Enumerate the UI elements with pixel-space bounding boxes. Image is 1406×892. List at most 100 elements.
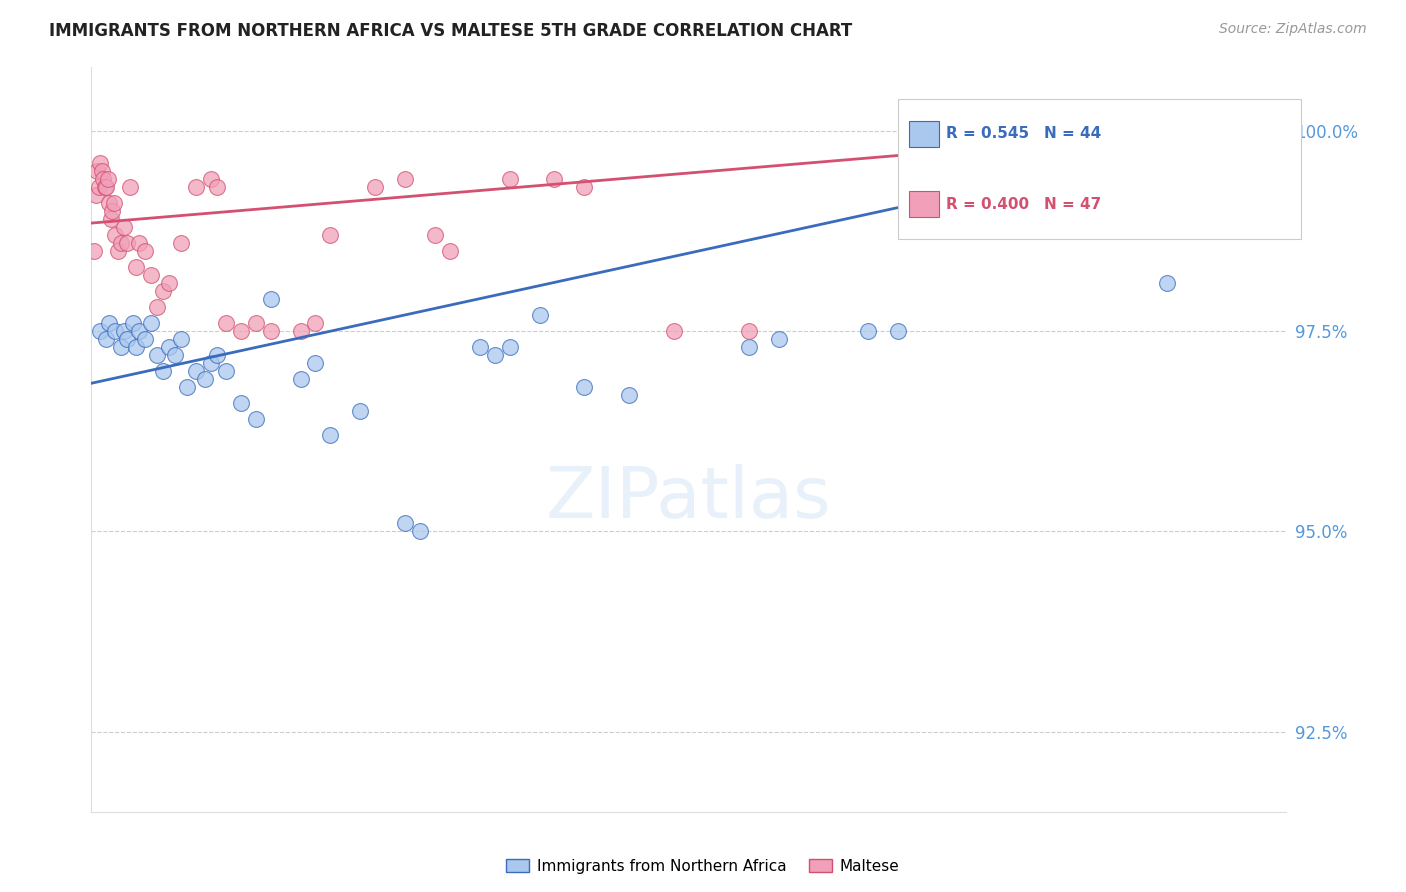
Point [319,428,342,442]
Point [157,340,180,354]
Point [134,244,156,259]
Point [97,172,120,186]
Point [229,324,252,338]
Point [364,180,387,194]
Point [141,268,162,282]
Point [245,412,267,426]
Point [574,180,596,194]
Point [120,180,142,194]
Point [101,204,124,219]
Text: N = 44: N = 44 [1045,127,1101,142]
Point [96,332,118,346]
Text: R = 0.545: R = 0.545 [946,127,1029,142]
Point [439,244,461,259]
Legend: Immigrants from Northern Africa, Maltese: Immigrants from Northern Africa, Maltese [501,853,905,880]
Point [128,324,150,338]
Point [409,524,432,539]
Point [184,364,207,378]
Bar [910,120,939,147]
Point [141,316,162,330]
Point [98,316,121,330]
Point [89,156,111,170]
Point [107,244,129,259]
Point [529,308,551,322]
Point [163,348,186,362]
Point [1260,116,1282,130]
Point [200,172,222,186]
Point [146,300,169,314]
Text: ZIPatlas: ZIPatlas [546,465,832,533]
Bar [898,99,1302,239]
Point [887,324,910,338]
Point [184,180,207,194]
Point [176,380,198,394]
Point [205,180,228,194]
Point [90,164,112,178]
Point [259,292,281,306]
Text: IMMIGRANTS FROM NORTHERN AFRICA VS MALTESE 5TH GRADE CORRELATION CHART: IMMIGRANTS FROM NORTHERN AFRICA VS MALTE… [49,22,852,40]
Point [110,340,132,354]
Point [112,220,135,235]
Point [349,404,371,418]
Point [394,516,416,531]
Point [96,180,118,194]
Point [468,340,491,354]
Point [574,380,596,394]
Point [215,364,238,378]
Point [194,372,217,386]
Point [125,340,148,354]
Point [112,324,135,338]
Point [737,340,759,354]
Point [94,180,117,194]
Text: Source: ZipAtlas.com: Source: ZipAtlas.com [1219,22,1367,37]
Point [290,324,312,338]
Text: R = 0.400: R = 0.400 [946,196,1029,211]
Bar [910,191,939,218]
Point [98,196,121,211]
Point [100,212,122,227]
Point [498,340,520,354]
Point [543,172,565,186]
Point [110,236,132,251]
Point [104,228,127,243]
Point [1156,276,1178,290]
Point [157,276,180,290]
Point [84,188,107,202]
Point [737,324,759,338]
Point [152,364,174,378]
Point [304,316,326,330]
Point [170,332,193,346]
Point [89,324,111,338]
Point [423,228,446,243]
Point [662,324,685,338]
Point [856,324,880,338]
Point [229,396,252,410]
Point [115,236,138,251]
Point [87,180,110,194]
Point [245,316,267,330]
Point [115,332,138,346]
Point [768,332,790,346]
Point [200,356,222,370]
Point [122,316,145,330]
Point [128,236,150,251]
Point [498,172,520,186]
Point [134,332,156,346]
Point [93,172,115,186]
Point [146,348,169,362]
Point [152,284,174,298]
Point [319,228,342,243]
Point [619,388,641,402]
Point [205,348,228,362]
Point [259,324,281,338]
Point [484,348,506,362]
Point [103,196,125,211]
Point [86,164,108,178]
Point [304,356,326,370]
Text: N = 47: N = 47 [1045,196,1101,211]
Point [394,172,416,186]
Point [215,316,238,330]
Point [83,244,105,259]
Point [290,372,312,386]
Point [170,236,193,251]
